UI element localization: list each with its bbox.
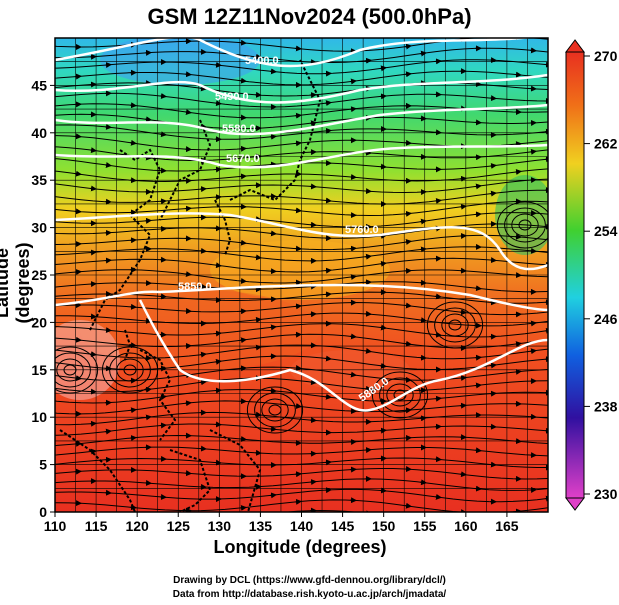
y-tick-label: 30 <box>31 220 47 236</box>
colorbar-tick-label: 238 <box>594 398 618 414</box>
contour-label: 5760.0 <box>345 224 379 236</box>
colorbar-tick-label: 262 <box>594 136 618 152</box>
x-tick-label: 150 <box>372 518 396 534</box>
contour-label: 5850.0 <box>178 281 212 293</box>
y-tick-label: 35 <box>31 172 47 188</box>
y-axis-label: Latitude (degrees) <box>0 242 33 324</box>
x-tick-label: 160 <box>454 518 478 534</box>
y-tick-label: 15 <box>31 362 47 378</box>
x-tick-label: 130 <box>208 518 232 534</box>
colorbar-tick-label: 246 <box>594 311 618 327</box>
x-tick-label: 155 <box>413 518 437 534</box>
x-tick-label: 125 <box>167 518 191 534</box>
contour-label: 5670.0 <box>226 153 260 165</box>
y-tick-label: 5 <box>39 457 47 473</box>
colorbar-tick-label: 230 <box>594 486 618 502</box>
colorbar: 270 262 254 246 238 230 <box>565 39 618 511</box>
x-tick-labels: 110 115 120 125 130 135 140 145 150 155 160 165 <box>44 512 519 534</box>
height-contours <box>55 38 548 412</box>
credit-line-2: Data from http://database.rish.kyoto-u.a… <box>172 589 447 600</box>
chart-title: GSM 12Z11Nov2024 (500.0hPa) <box>147 4 472 29</box>
y-tick-label: 40 <box>31 125 47 141</box>
x-tick-label: 120 <box>125 518 149 534</box>
y-tick-label: 10 <box>31 409 47 425</box>
colorbar-bottom-arrow <box>565 497 585 511</box>
contour-label: 5580.0 <box>222 123 256 135</box>
x-tick-label: 140 <box>290 518 314 534</box>
colorbar-tick-label: 270 <box>594 48 618 64</box>
credit-line-1: Drawing by DCL (https://www.gfd-dennou.o… <box>173 575 446 586</box>
x-tick-label: 110 <box>44 518 67 534</box>
x-axis-label: Longitude (degrees) <box>213 537 387 557</box>
contour-label: 5490.0 <box>215 91 249 103</box>
contour-label: 5400.0 <box>245 55 279 67</box>
colorbar-top-arrow <box>565 39 585 53</box>
x-tick-label: 135 <box>249 518 273 534</box>
x-tick-label: 145 <box>331 518 355 534</box>
map-plot-area: 5400.0 5490.0 5580.0 5670.0 5760.0 5850.… <box>54 37 549 513</box>
y-tick-label: 20 <box>31 314 47 330</box>
y-tick-label: 25 <box>31 267 47 283</box>
y-tick-label: 0 <box>39 504 47 520</box>
colorbar-scale <box>565 51 585 499</box>
y-tick-label: 45 <box>31 77 47 93</box>
x-tick-label: 115 <box>85 518 108 534</box>
x-tick-label: 165 <box>495 518 519 534</box>
y-tick-labels: 0 5 10 15 20 25 30 35 40 45 <box>31 77 55 520</box>
colorbar-tick-label: 254 <box>594 223 618 239</box>
